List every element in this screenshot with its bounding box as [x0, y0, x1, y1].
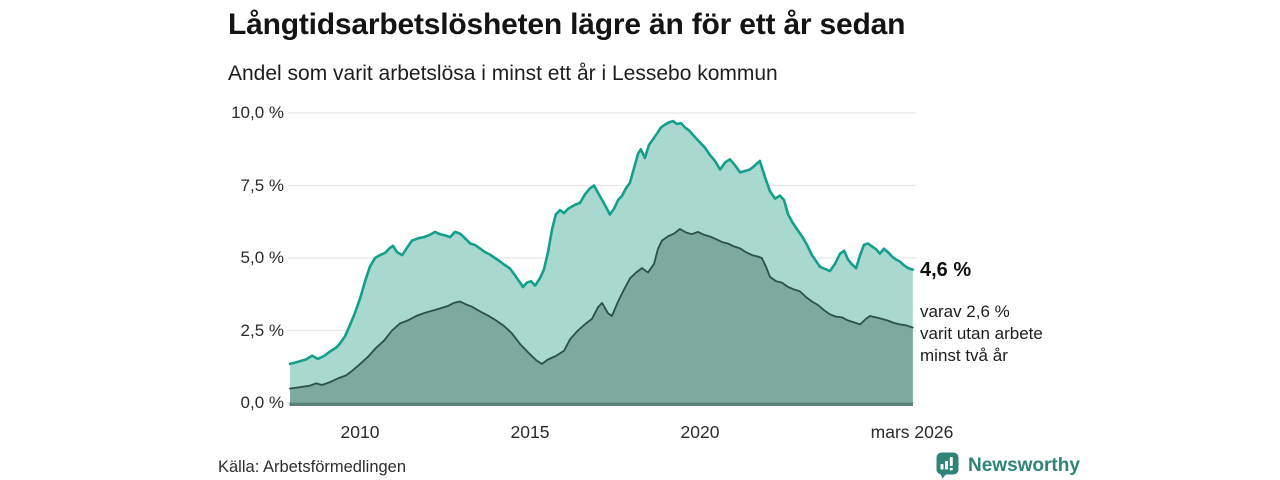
- total-value-annotation: 4,6 %: [920, 259, 972, 281]
- y-axis-label-2-5: 2,5 %: [240, 320, 284, 340]
- newsworthy-logo: Newsworthy: [936, 452, 1080, 479]
- newsworthy-logo-text: Newsworthy: [968, 454, 1080, 476]
- y-axis-label-5: 5,0 %: [240, 248, 284, 267]
- page-title: Långtidsarbetslösheten lägre än för ett …: [228, 8, 906, 41]
- y-axis-label-7-5: 7,5 %: [240, 175, 284, 195]
- annotation-line-2: varit utan arbete: [920, 324, 1043, 343]
- y-axis-label-10: 10,0 %: [231, 103, 284, 122]
- x-axis-label-2010: 2010: [340, 422, 380, 442]
- x-axis-label-mars-2026: mars 2026: [870, 422, 954, 442]
- page-subtitle: Andel som varit arbetslösa i minst ett å…: [228, 62, 778, 85]
- source-note: Källa: Arbetsförmedlingen: [218, 458, 407, 476]
- x-axis-label-2015: 2015: [510, 422, 550, 442]
- y-axis-label-0: 0,0 %: [240, 393, 284, 412]
- x-axis-label-2020: 2020: [680, 422, 720, 442]
- newsworthy-logo-icon: [936, 452, 959, 479]
- annotation-line-1: varav 2,6 %: [920, 302, 1010, 321]
- annotation-line-3: minst två år: [920, 346, 1008, 365]
- two-year-value-annotation: varav 2,6 % varit utan arbete minst två …: [920, 301, 1043, 367]
